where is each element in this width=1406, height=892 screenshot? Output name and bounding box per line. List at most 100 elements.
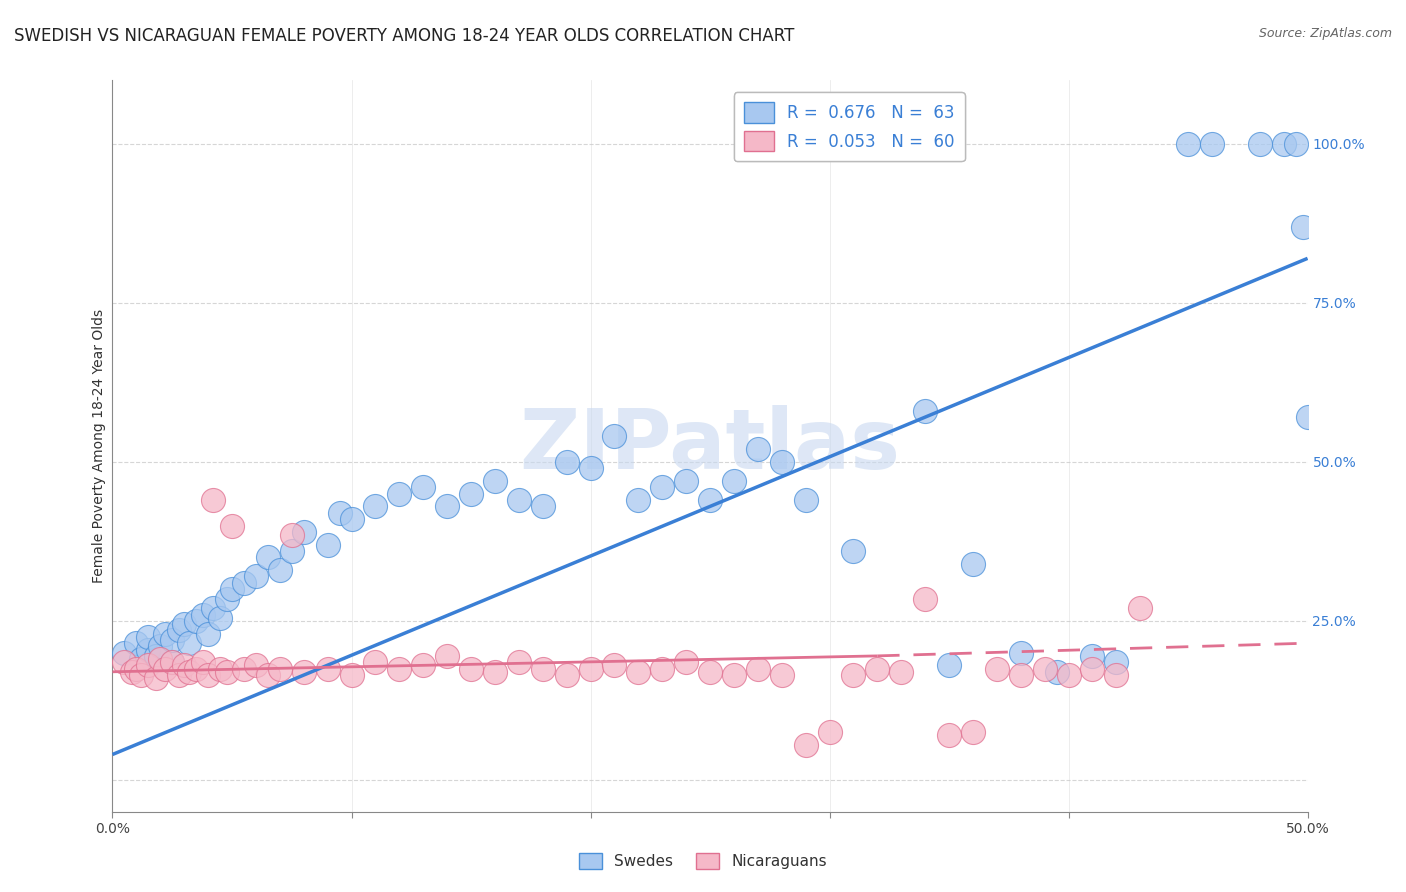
Point (1201, 136, 1223, 151)
Point (962, 725, 984, 739)
Point (508, 655, 530, 669)
Point (388, 486, 411, 500)
Point (723, 474, 745, 488)
Point (193, 655, 215, 669)
Point (1296, 410, 1319, 425)
Point (1010, 646, 1032, 660)
Point (579, 461, 602, 475)
Point (436, 648, 458, 663)
Point (197, 626, 219, 640)
Point (186, 614, 208, 628)
Y-axis label: Female Poverty Among 18-24 Year Olds: Female Poverty Among 18-24 Year Olds (91, 309, 105, 583)
Point (1081, 662, 1104, 676)
Point (1129, 601, 1152, 615)
Text: ZIPatlas: ZIPatlas (520, 406, 900, 486)
Point (169, 624, 191, 638)
Point (114, 646, 135, 660)
Point (1285, 136, 1308, 151)
Text: SWEDISH VS NICARAGUAN FEMALE POVERTY AMONG 18-24 YEAR OLDS CORRELATION CHART: SWEDISH VS NICARAGUAN FEMALE POVERTY AMO… (14, 27, 794, 45)
Point (460, 486, 482, 500)
Point (269, 563, 291, 577)
Point (842, 544, 865, 558)
Point (484, 665, 506, 679)
Point (217, 591, 239, 606)
Point (257, 550, 280, 565)
Point (747, 662, 769, 676)
Point (233, 575, 256, 590)
Point (627, 493, 650, 508)
Point (1105, 655, 1128, 669)
Point (245, 658, 267, 673)
Point (938, 658, 960, 673)
Point (257, 668, 280, 682)
Point (153, 662, 176, 676)
Point (138, 642, 160, 657)
Point (364, 500, 387, 514)
Point (388, 662, 411, 676)
Point (914, 591, 936, 606)
Point (531, 500, 554, 514)
Point (890, 665, 912, 679)
Point (292, 524, 315, 539)
Point (316, 538, 339, 552)
Point (245, 569, 267, 583)
Point (201, 601, 224, 615)
Point (914, 404, 936, 418)
Point (603, 658, 626, 673)
Point (651, 480, 673, 494)
Point (770, 668, 793, 682)
Point (162, 632, 183, 647)
Legend: R =  0.676   N =  63, R =  0.053   N =  60: R = 0.676 N = 63, R = 0.053 N = 60 (734, 92, 965, 161)
Point (1177, 136, 1199, 151)
Point (1046, 665, 1069, 679)
Legend: Swedes, Nicaraguans: Swedes, Nicaraguans (574, 847, 832, 875)
Point (794, 738, 817, 752)
Point (209, 611, 232, 625)
Point (201, 493, 224, 508)
Point (555, 455, 578, 469)
Point (162, 655, 183, 669)
Point (173, 658, 195, 673)
Point (794, 493, 817, 508)
Point (1057, 668, 1080, 682)
Point (938, 728, 960, 742)
Point (153, 626, 176, 640)
Point (412, 480, 434, 494)
Point (269, 662, 291, 676)
Point (197, 668, 219, 682)
Point (1105, 668, 1128, 682)
Point (1033, 662, 1056, 676)
Point (177, 636, 200, 650)
Point (138, 630, 160, 644)
Point (162, 655, 183, 669)
Point (484, 474, 506, 488)
Point (436, 500, 458, 514)
Point (508, 493, 530, 508)
Point (962, 557, 984, 571)
Point (699, 493, 721, 508)
Point (125, 636, 148, 650)
Point (651, 662, 673, 676)
Point (1010, 668, 1032, 682)
Point (675, 474, 697, 488)
Point (193, 607, 215, 622)
Point (723, 668, 745, 682)
Point (149, 640, 172, 654)
Point (177, 665, 200, 679)
Point (364, 655, 387, 669)
Point (675, 655, 697, 669)
Text: Source: ZipAtlas.com: Source: ZipAtlas.com (1258, 27, 1392, 40)
Point (121, 665, 143, 679)
Point (1249, 136, 1271, 151)
Point (316, 662, 339, 676)
Point (770, 455, 793, 469)
Point (460, 662, 482, 676)
Point (818, 725, 841, 739)
Point (173, 617, 195, 632)
Point (555, 668, 578, 682)
Point (129, 652, 152, 666)
Point (169, 668, 191, 682)
Point (129, 668, 152, 682)
Point (1081, 648, 1104, 663)
Point (281, 544, 304, 558)
